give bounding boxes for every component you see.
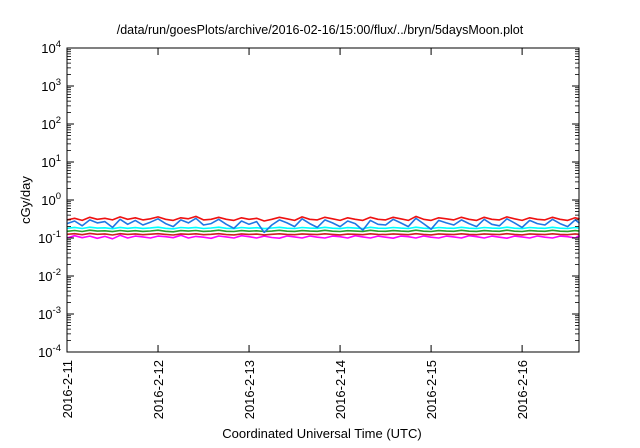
series-line-4 <box>66 226 580 230</box>
x-tick-label: 2016-2-15 <box>424 360 439 419</box>
x-tick-label: 2016-2-14 <box>333 360 348 419</box>
y-tick-label: 10-3 <box>38 305 61 322</box>
y-axis: 10-4 10-3 10-2 10-1 100 101 102 103 104 <box>38 39 579 360</box>
x-axis-label: Coordinated Universal Time (UTC) <box>222 426 421 441</box>
x-tick-label: 2016-2-16 <box>515 360 530 419</box>
y-tick-label: 10-4 <box>38 343 61 360</box>
y-tick-label: 102 <box>41 115 61 132</box>
series-line-5 <box>66 217 580 234</box>
series-line-1 <box>66 234 580 240</box>
series-layer <box>66 215 580 240</box>
series-line-2 <box>66 232 580 236</box>
x-tick-label: 2016-2-11 <box>60 360 75 418</box>
y-tick-label: 104 <box>41 39 61 56</box>
series-line-3 <box>66 229 580 233</box>
y-tick-label: 10-2 <box>38 267 61 284</box>
x-tick-label: 2016-2-12 <box>151 360 166 419</box>
series-line-6 <box>66 215 580 222</box>
y-axis-label: cGy/day <box>18 176 33 224</box>
y-tick-label: 10-1 <box>38 229 61 246</box>
chart-title: /data/run/goesPlots/archive/2016-02-16/1… <box>117 23 524 37</box>
plot-frame <box>66 47 580 353</box>
y-tick-label: 101 <box>41 153 61 170</box>
x-axis: 2016-2-11 2016-2-12 2016-2-13 2016-2-14 2016… <box>60 48 530 419</box>
y-tick-label: 103 <box>41 77 61 94</box>
x-tick-label: 2016-2-13 <box>242 360 257 419</box>
y-tick-label: 100 <box>41 191 61 208</box>
